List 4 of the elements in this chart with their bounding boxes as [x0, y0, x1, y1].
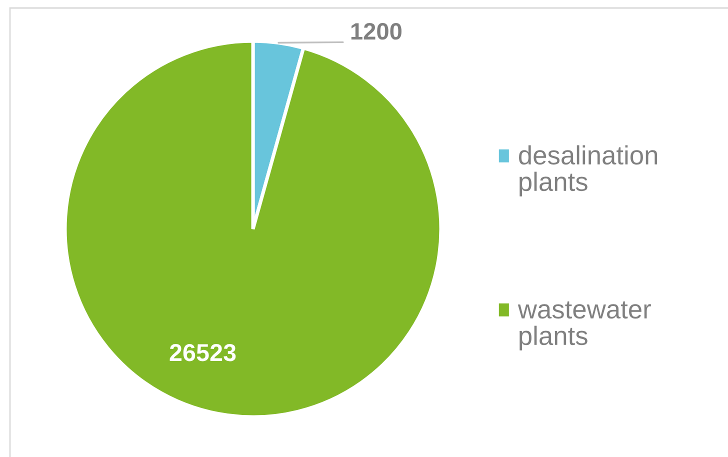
data-label: 1200 [351, 22, 402, 40]
data-label: 26523 [170, 344, 236, 362]
legend-label: desalination plants [519, 145, 658, 196]
legend-label: wastewater plants [518, 301, 651, 350]
